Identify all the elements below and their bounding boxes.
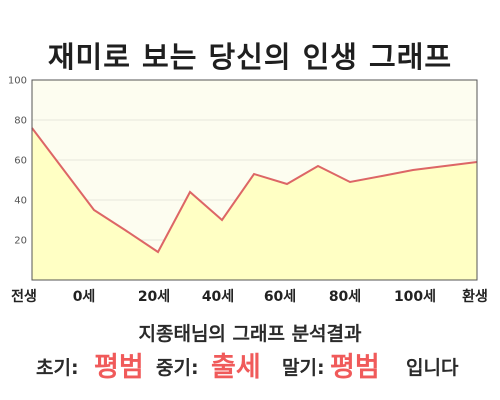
y-tick-label: 40 [14,196,27,207]
analysis-title: 지종태님의 그래프 분석결과 [138,323,362,345]
life-line [31,127,478,254]
early-label: 초기: [36,357,79,379]
y-tick-label: 60 [14,156,27,167]
x-tick-label: 100세 [394,289,436,305]
mid-value: 출세 [211,352,261,383]
x-tick-label: 전생 [11,288,37,305]
late-label: 말기: [282,357,325,379]
analysis-result: 초기: 평범 중기: 출세 말기: 평범 입니다 [0,345,500,385]
x-tick-label: 20세 [138,289,170,305]
x-tick-label: 0세 [73,289,96,305]
y-tick-label: 100 [8,76,27,87]
life-area-fill [32,128,477,280]
x-tick-label: 60세 [264,289,296,305]
early-value: 평범 [94,352,144,383]
page-title: 재미로 보는 당신의 인생 그래프 [47,40,453,74]
x-tick-label: 80세 [329,289,361,305]
mid-label: 중기: [156,357,199,379]
y-tick-label: 80 [14,116,27,127]
result-ending: 입니다 [406,357,459,379]
y-axis-labels: 20 40 60 80 100 [8,76,27,247]
x-tick-label: 40세 [202,289,234,305]
life-graph-chart: 20 40 60 80 100 전생 0세 20세 40세 60세 80세 100세 환생 [8,76,488,306]
plot-frame [31,79,478,281]
x-tick-label: 환생 [462,288,488,305]
y-tick-label: 20 [14,236,27,247]
late-value: 평범 [330,352,380,383]
x-axis-labels: 전생 0세 20세 40세 60세 80세 100세 환생 [11,288,488,305]
